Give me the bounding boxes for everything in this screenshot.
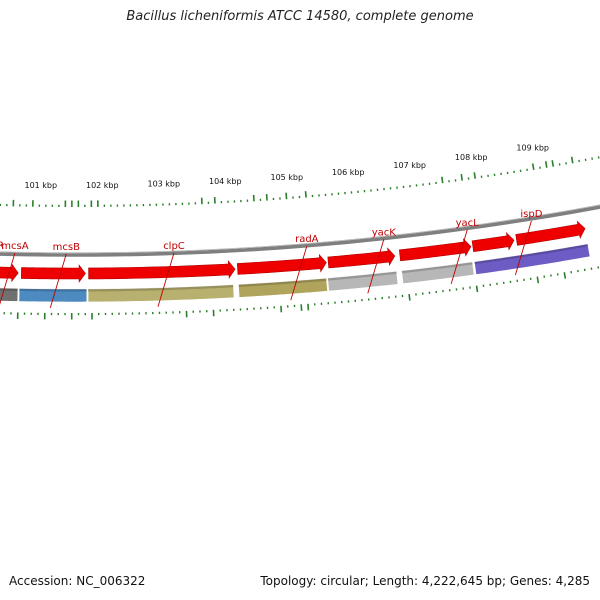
feature-block-shade — [401, 261, 473, 274]
cds-arrow — [20, 264, 86, 283]
cds-arrow-track — [0, 220, 586, 283]
gc-tick-outer — [475, 285, 479, 293]
gene-labels: ctsRmcsA mcsB clpC radA yacK yacL ispD — [0, 209, 543, 309]
kbp-label: 105 kbp — [270, 173, 303, 182]
gene-label: clpC — [163, 241, 185, 252]
gc-tick-outer — [307, 303, 310, 311]
cds-arrow — [236, 253, 327, 275]
accession-label: Accession: NC_006322 — [9, 574, 146, 588]
feature-block — [327, 270, 399, 292]
gene-label: mcsB — [53, 242, 80, 253]
feature-block — [87, 284, 235, 303]
gc-tick-inner — [304, 191, 307, 198]
gene-label: ispD — [520, 209, 542, 220]
gene-label-leader — [49, 253, 67, 309]
gc-tick-inner — [570, 156, 574, 164]
cds-arrow — [398, 238, 472, 262]
gene-label-leader — [290, 245, 308, 301]
feature-block-shade — [88, 284, 234, 292]
gene-label-leader — [450, 229, 468, 285]
backbone-line — [0, 205, 600, 257]
gene-label-leader — [157, 252, 175, 307]
cds-arrow — [471, 231, 515, 253]
feature-block — [238, 277, 328, 298]
gc-tick-outer — [408, 293, 411, 301]
feature-block-shade — [327, 271, 397, 281]
gene-feature-track — [0, 243, 591, 303]
kbp-label: 103 kbp — [147, 180, 180, 189]
gene-label: mcsA — [1, 241, 28, 252]
feature-block-shade — [238, 278, 327, 287]
genome-info: Topology: circular; Length: 4,222,645 bp… — [260, 574, 590, 588]
gc-content-outer-ticks — [3, 266, 600, 320]
gc-tick-outer — [300, 304, 303, 311]
gc-tick-inner — [460, 174, 463, 181]
gc-tick-inner — [551, 160, 555, 167]
gc-tick-inner — [544, 161, 548, 168]
feature-block — [18, 288, 88, 303]
kbp-label: 107 kbp — [393, 161, 426, 170]
genome-title: Bacillus licheniformis ATCC 14580, compl… — [126, 9, 474, 24]
feature-block-shade — [474, 243, 589, 265]
kbp-label: 108 kbp — [455, 153, 488, 162]
gc-content-inner-ticks — [0, 156, 600, 207]
cds-arrow — [327, 247, 396, 269]
gc-tick-inner — [441, 176, 444, 184]
backbone-highlight — [0, 204, 600, 254]
kbp-label: 106 kbp — [332, 168, 365, 177]
cds-arrow — [88, 260, 236, 280]
gene-label: radA — [295, 234, 319, 245]
gene-label: ctsR — [0, 240, 4, 251]
genome-backbone — [0, 204, 600, 257]
gene-label: yacL — [456, 218, 480, 229]
gc-tick-inner — [473, 172, 477, 179]
cds-arrow — [515, 220, 586, 246]
gc-tick-outer — [563, 272, 567, 279]
feature-block — [0, 287, 19, 302]
gene-label: yacK — [372, 227, 397, 238]
kbp-label: 104 kbp — [209, 177, 242, 186]
kbp-label: 109 kbp — [516, 144, 549, 153]
gene-label-leader — [514, 220, 532, 276]
gc-tick-outer — [536, 276, 540, 284]
kbp-label: 101 kbp — [24, 181, 57, 190]
feature-block — [473, 243, 591, 275]
gene-label-leader — [367, 239, 385, 294]
gc-tick-inner — [531, 163, 535, 170]
kbp-scale-labels: 101 kbp 102 kbp 103 kbp 104 kbp 105 kbp 106 k… — [24, 144, 549, 190]
kbp-label: 102 kbp — [86, 181, 119, 190]
feature-block-shade — [19, 288, 87, 292]
gene-label-leader — [0, 252, 16, 305]
